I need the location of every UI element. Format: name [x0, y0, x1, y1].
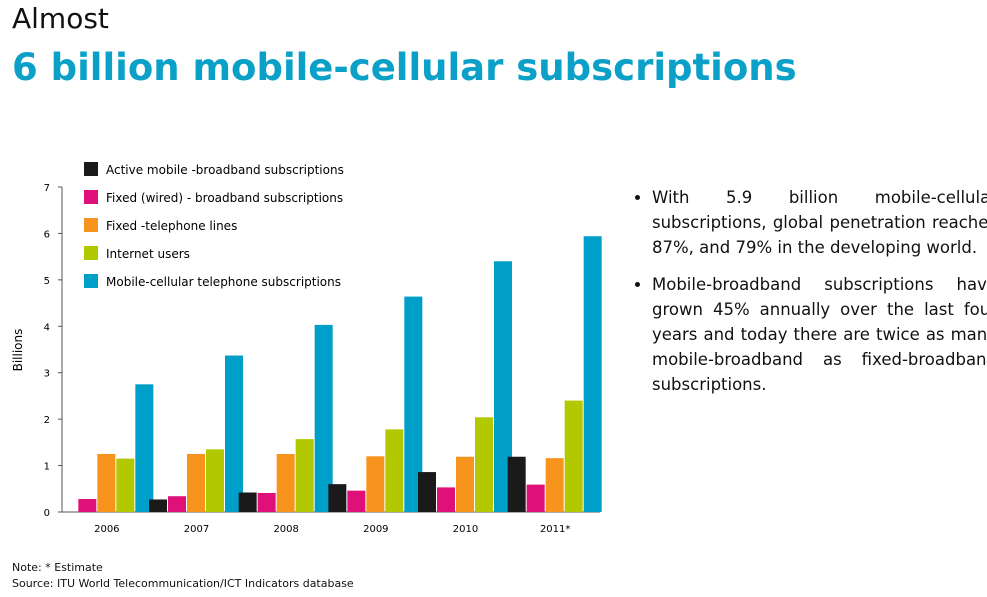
legend-swatch — [84, 218, 98, 232]
bar-3-2007 — [187, 453, 205, 512]
x-tick-label: 2007 — [184, 524, 209, 535]
bar-4-2007 — [206, 449, 224, 512]
bar-3-2008 — [276, 453, 295, 512]
bar-4-2006 — [116, 458, 135, 512]
bar-4-2008 — [295, 439, 314, 512]
bar-4-2009 — [385, 429, 404, 512]
x-tick-label: 2006 — [94, 524, 119, 535]
bar-5-2006 — [135, 384, 154, 512]
bullet-list: With 5.9 billion mobile-cellular subscri… — [628, 185, 987, 409]
legend-label: Fixed (wired) - broadband subscriptions — [106, 191, 343, 205]
bar-5-2010 — [494, 261, 512, 512]
title-prefix: Almost — [12, 2, 109, 35]
y-tick-label: 3 — [44, 369, 50, 380]
x-tick-label: 2009 — [363, 524, 388, 535]
bar-2-2011 — [526, 484, 545, 512]
y-tick-label: 6 — [44, 229, 50, 240]
x-tick-label: 2011* — [540, 524, 570, 535]
legend-swatch — [84, 190, 98, 204]
footnote: Note: * Estimate Source: ITU World Telec… — [12, 560, 354, 592]
bar-1-2007 — [149, 499, 167, 512]
note-text: Note: * Estimate — [12, 561, 103, 574]
bar-3-2009 — [366, 456, 385, 512]
legend-swatch — [84, 274, 98, 288]
y-tick-label: 2 — [44, 415, 50, 426]
bar-3-2006 — [97, 453, 116, 512]
bar-4-2010 — [475, 417, 493, 512]
bar-1-2010 — [418, 472, 436, 512]
bar-5-2008 — [314, 324, 333, 512]
y-tick-label: 0 — [44, 508, 50, 519]
page-title: 6 billion mobile-cellular subscriptions — [12, 46, 797, 89]
bullet-item: Mobile-broadband subscriptions have grow… — [652, 272, 987, 397]
bar-4-2011 — [564, 400, 583, 512]
bar-1-2011 — [507, 456, 526, 512]
bar-2-2007 — [168, 496, 186, 512]
bar-3-2011 — [545, 458, 564, 512]
source-text: Source: ITU World Telecommunication/ICT … — [12, 577, 354, 590]
bar-2-2010 — [437, 487, 455, 512]
bar-2-2008 — [257, 492, 276, 512]
y-tick-label: 7 — [44, 183, 50, 194]
y-tick-label: 5 — [44, 276, 50, 287]
y-axis-label: Billions — [11, 329, 25, 372]
bar-5-2011 — [583, 236, 602, 512]
legend-label: Internet users — [106, 247, 190, 261]
y-tick-label: 1 — [44, 462, 50, 473]
bar-1-2009 — [328, 484, 347, 512]
bullet-item: With 5.9 billion mobile-cellular subscri… — [652, 185, 987, 260]
x-tick-label: 2008 — [273, 524, 298, 535]
bar-1-2008 — [238, 492, 257, 512]
y-tick-label: 4 — [44, 322, 50, 333]
bar-3-2010 — [456, 456, 474, 512]
legend-label: Fixed -telephone lines — [106, 219, 237, 233]
legend-swatch — [84, 162, 98, 176]
x-tick-label: 2010 — [453, 524, 478, 535]
legend-label: Mobile-cellular telephone subscriptions — [106, 275, 341, 289]
bar-5-2009 — [404, 296, 423, 512]
bar-2-2009 — [347, 490, 366, 512]
bar-chart: 0 1 2 3 4 5 6 7 Billions 2006 2007 2008 2009 2010 2011… — [11, 162, 602, 535]
bar-2-2006 — [78, 499, 97, 512]
legend-swatch — [84, 246, 98, 260]
bar-5-2007 — [225, 355, 243, 512]
legend-label: Active mobile -broadband subscriptions — [106, 163, 344, 177]
